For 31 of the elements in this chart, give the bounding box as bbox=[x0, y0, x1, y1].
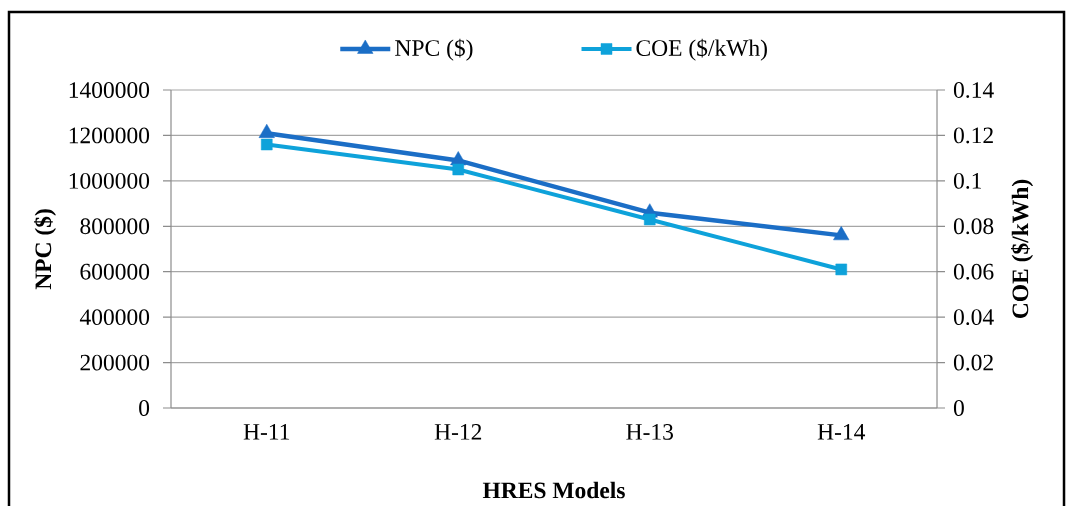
y2-tick-label: 0.02 bbox=[953, 354, 993, 371]
point bbox=[261, 138, 273, 151]
y2-tick-label: 0.1 bbox=[953, 172, 982, 189]
y-axis-title: NPC ($) bbox=[33, 209, 56, 290]
point bbox=[452, 163, 465, 176]
y2-tick-label: 0.06 bbox=[953, 263, 994, 280]
x-tick-label: H-12 bbox=[434, 424, 482, 440]
legend-label: COE ($/kWh) bbox=[636, 38, 767, 61]
point bbox=[835, 263, 848, 276]
y-tick-label: 1200000 bbox=[69, 127, 150, 144]
y2-tick-label: 0 bbox=[953, 400, 964, 416]
point bbox=[258, 123, 275, 138]
x-tick-label: H-11 bbox=[243, 424, 290, 440]
y2-axis-title: COE ($/kWh) bbox=[1011, 179, 1034, 319]
y2-tick-label: 0.14 bbox=[953, 82, 994, 98]
x-axis-title: HRES Models bbox=[482, 481, 625, 499]
y-tick-label: 1000000 bbox=[69, 172, 150, 189]
y-tick-label: 600000 bbox=[80, 263, 150, 280]
y2-tick-label: 0.04 bbox=[953, 309, 994, 326]
y2-tick-label: 0.12 bbox=[953, 127, 993, 144]
x-tick-label: H-13 bbox=[626, 424, 673, 440]
y-tick-label: 0 bbox=[139, 400, 150, 416]
y-tick-label: 800000 bbox=[80, 218, 150, 235]
y-tick-label: 200000 bbox=[80, 354, 150, 371]
x-tick-label: H-14 bbox=[817, 424, 866, 440]
y-tick-label: 400000 bbox=[79, 309, 150, 326]
y-tick-label: 1400000 bbox=[69, 82, 150, 98]
point bbox=[644, 213, 656, 226]
legend-label: NPC ($) bbox=[395, 38, 473, 61]
point bbox=[833, 226, 850, 241]
y2-tick-label: 0.08 bbox=[953, 218, 994, 235]
